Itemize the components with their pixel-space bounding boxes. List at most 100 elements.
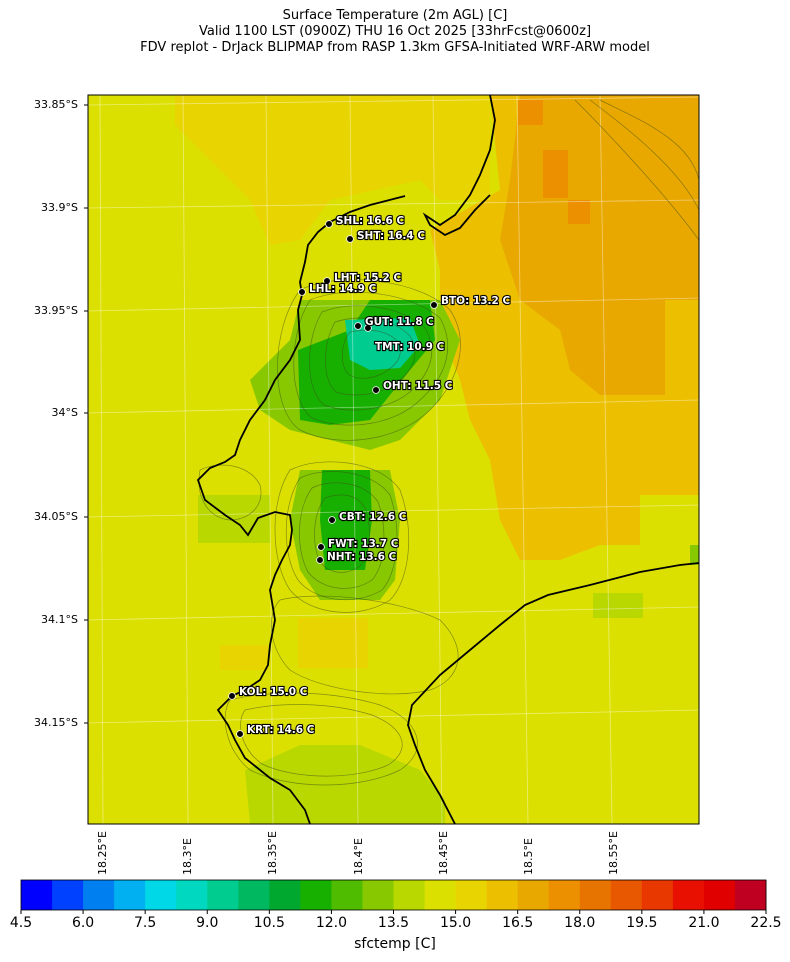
station-dot-nht[interactable] [316, 556, 324, 564]
station-label-fwt: FWT: 13.7 C [328, 538, 399, 550]
colorbar-cell [455, 880, 488, 910]
station-label-krt: KRT: 14.6 C [247, 724, 315, 736]
station-dot-bto[interactable] [430, 301, 438, 309]
lat-label-6: 34.1°S [41, 613, 78, 626]
colorbar-tick-label: 16.5 [502, 915, 534, 931]
colorbar-cell [207, 880, 239, 910]
hot-cell [568, 200, 590, 224]
colorbar-cell [331, 880, 363, 910]
colorbar-cell [21, 880, 53, 910]
colorbar-cell [734, 880, 767, 910]
lat-tickmarks [84, 104, 88, 724]
colorbar-cell [610, 880, 643, 910]
station-dot-shl[interactable] [325, 220, 333, 228]
station-dot-lht[interactable] [323, 277, 331, 285]
title-line-2: Valid 1100 LST (0900Z) THU 16 Oct 2025 [… [198, 24, 592, 39]
lon-label-4: 18.4°E [352, 838, 365, 875]
lon-label-7: 18.55°E [607, 831, 620, 875]
warm-cell [220, 645, 268, 670]
station-label-gut: GUT: 11.8 C [365, 316, 434, 328]
station-label-lhl: LHL: 14.9 C [309, 283, 377, 295]
colorbar-cell [703, 880, 736, 910]
cold-zone-south [320, 470, 372, 570]
colorbar-cell [269, 880, 301, 910]
hot-cell [518, 100, 543, 125]
station-label-nht: NHT: 13.6 C [327, 551, 397, 563]
colorbar-cell [579, 880, 612, 910]
colorbar-tick-label: 21.0 [688, 915, 720, 931]
colorbar-tickmarks [20, 910, 767, 914]
map-frame [87, 94, 700, 825]
colorbar-cell [548, 880, 581, 910]
colorbar-cell [424, 880, 457, 910]
title-line-1: Surface Temperature (2m AGL) [C] [282, 8, 508, 23]
station-labels: SHL: 16.6 C SHT: 16.4 C LHT: 15.2 C LHL:… [238, 214, 512, 737]
station-dot-tmt[interactable] [364, 324, 372, 332]
station-dot-sht[interactable] [346, 235, 354, 243]
station-dot-cbt[interactable] [328, 516, 336, 524]
colorbar-cell [486, 880, 519, 910]
colorbar-cell [641, 880, 674, 910]
lon-label-5: 18.45°E [437, 831, 450, 875]
colorbar-tick-label: 18.0 [564, 915, 596, 931]
colorbar-cell [238, 880, 270, 910]
lon-label-6: 18.5°E [522, 838, 535, 875]
lat-label-3: 33.95°S [34, 304, 78, 317]
colorbar [21, 880, 767, 910]
lat-label-4: 34°S [51, 406, 78, 419]
colorbar-cell [300, 880, 332, 910]
title-line-3: FDV replot - DrJack BLIPMAP from RASP 1.… [140, 40, 650, 55]
colorbar-cell [672, 880, 705, 910]
colorbar-tick-label: 12.0 [315, 915, 347, 931]
station-label-cbt: CBT: 12.6 C [339, 511, 407, 523]
colorbar-tick-label: 15.0 [439, 915, 472, 931]
coldest-zone [345, 318, 420, 370]
colorbar-cell [145, 880, 177, 910]
station-dot-krt[interactable] [236, 730, 244, 738]
colorbar-cell [362, 880, 394, 910]
station-dot-lhl[interactable] [298, 288, 306, 296]
colorbar-tick-label: 13.5 [377, 915, 410, 931]
cool-cell [690, 545, 699, 565]
station-label-oht: OHT: 11.5 C [383, 380, 453, 392]
coastline-east [422, 95, 496, 237]
lat-label-7: 34.15°S [34, 716, 78, 729]
hot-cell [543, 150, 568, 198]
warm-cell [298, 618, 368, 668]
station-dot-oht[interactable] [372, 386, 380, 394]
station-dot-gut[interactable] [354, 322, 362, 330]
colorbar-cell [176, 880, 208, 910]
station-label-sht: SHT: 16.4 C [357, 230, 425, 242]
colorbar-tick-label: 10.5 [253, 915, 285, 931]
colorbar-tick-label: 7.5 [134, 915, 157, 931]
colorbar-cell [83, 880, 115, 910]
station-markers [228, 220, 438, 738]
lon-label-3: 18.35°E [266, 831, 279, 875]
colorbar-tick-label: 19.5 [626, 915, 658, 931]
station-label-lht: LHT: 15.2 C [334, 272, 401, 284]
colorbar-cell [393, 880, 426, 910]
lon-label-1: 18.25°E [96, 831, 109, 875]
colorbar-tick-label: 9.0 [196, 915, 219, 931]
lat-label-1: 33.85°S [34, 98, 78, 111]
coastline-south-east [407, 562, 699, 824]
station-label-shl: SHL: 16.6 C [336, 215, 404, 227]
colorbar-tick-label: 22.5 [750, 915, 782, 931]
lat-label-5: 34.05°S [34, 510, 78, 523]
colorbar-tick-label: 6.0 [71, 915, 95, 931]
colorbar-tick-label: 4.5 [9, 915, 33, 931]
station-dot-fwt[interactable] [317, 543, 325, 551]
grid-lines [88, 95, 699, 824]
station-dot-kol[interactable] [228, 692, 236, 700]
station-label-bto: BTO: 13.2 C [441, 295, 511, 307]
lat-label-2: 33.9°S [41, 201, 78, 214]
colorbar-cell [52, 880, 84, 910]
colorbar-cell [114, 880, 146, 910]
cool-cell [593, 593, 643, 618]
warm-sea-strip [175, 95, 490, 245]
station-label-kol: KOL: 15.0 C [239, 686, 308, 698]
colorbar-label: sfctemp [C] [354, 936, 436, 952]
lon-label-2: 18.3°E [181, 838, 194, 875]
station-label-tmt: TMT: 10.9 C [375, 341, 445, 353]
